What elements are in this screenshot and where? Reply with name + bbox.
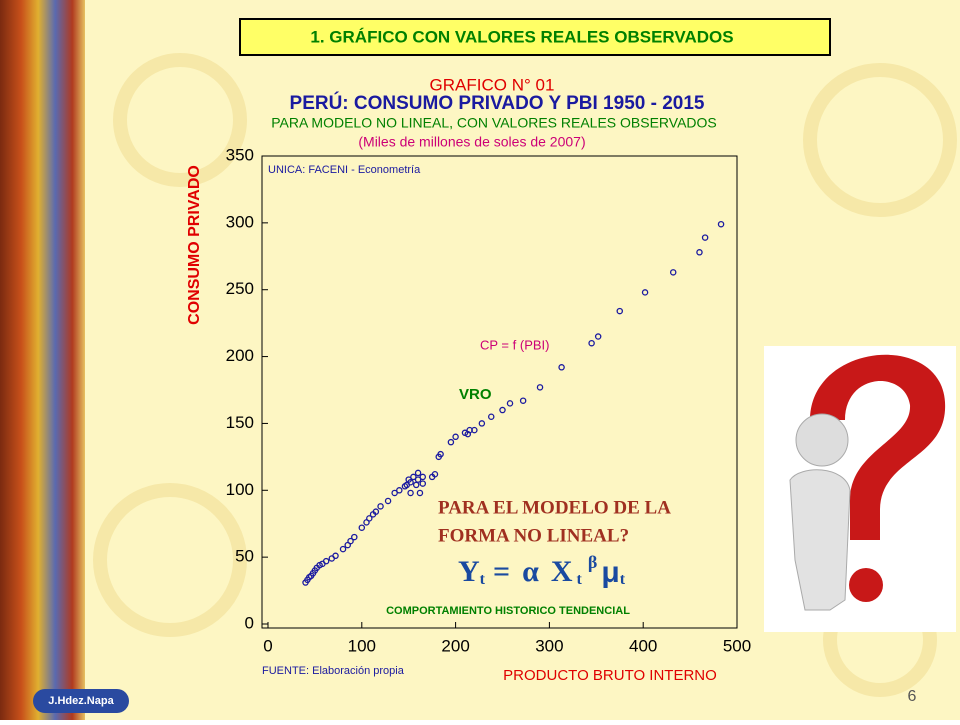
- annotation: UNICA: FACENI - Econometría: [268, 164, 421, 176]
- y-tick-label: 200: [226, 346, 254, 365]
- point: [372, 508, 380, 515]
- author: J.Hdez.Napa: [48, 695, 114, 707]
- x-tick-label: 100: [348, 636, 376, 655]
- point: [414, 476, 422, 483]
- point: [419, 480, 427, 487]
- point: [519, 397, 527, 404]
- point: [669, 269, 677, 276]
- decor-strip: [0, 0, 85, 720]
- x-axis-label: PRODUCTO BRUTO INTERNO: [503, 667, 717, 684]
- question-dot: [849, 568, 883, 602]
- point: [407, 489, 414, 497]
- point: [696, 249, 703, 256]
- author-badge: [33, 689, 129, 713]
- figure-head: [795, 413, 849, 467]
- point: [594, 333, 602, 340]
- x-tick-label: 200: [441, 636, 469, 655]
- annotation: CP = f (PBI): [480, 337, 549, 352]
- header: 1. GRÁFICO CON VALORES REALES OBSERVADOS: [310, 27, 733, 46]
- point: [414, 469, 422, 477]
- y-axis-label: CONSUMO PRIVADO: [186, 165, 203, 325]
- y-tick-label: 300: [226, 212, 254, 231]
- point: [347, 537, 354, 545]
- point: [351, 533, 358, 541]
- plot-frame: [261, 155, 738, 629]
- point: [396, 487, 403, 494]
- x-tick-label: 500: [723, 636, 751, 655]
- chart-units: (Miles de millones de soles de 2007): [358, 134, 585, 150]
- point: [487, 413, 495, 420]
- page-number: 6: [908, 688, 917, 705]
- point: [558, 364, 565, 371]
- x-tick-label: 300: [535, 636, 563, 655]
- header-box: [239, 18, 831, 56]
- point: [332, 552, 339, 560]
- point: [536, 384, 544, 391]
- question: FORMA NO LINEAL?: [438, 525, 629, 546]
- point: [431, 470, 439, 478]
- chart-subtitle: PARA MODELO NO LINEAL, CON VALORES REALE…: [271, 115, 717, 131]
- point: [412, 481, 420, 489]
- point: [506, 400, 514, 407]
- point: [384, 497, 392, 505]
- legend-entry: VRO: [459, 386, 492, 403]
- figure-body: [789, 469, 851, 611]
- y-tick-label: 50: [235, 547, 254, 566]
- question-image: [764, 346, 956, 632]
- point: [377, 503, 384, 510]
- x-tick-label: 0: [263, 636, 272, 655]
- point: [366, 515, 373, 522]
- point: [701, 234, 709, 241]
- y-tick-label: 100: [226, 480, 254, 499]
- point: [416, 489, 424, 497]
- x-tick-label: 400: [629, 636, 657, 655]
- source: FUENTE: Elaboración propia: [262, 665, 405, 677]
- point: [499, 406, 506, 414]
- point: [407, 479, 414, 486]
- chart-label: GRAFICO N° 01: [430, 75, 555, 94]
- annotation: COMPORTAMIENTO HISTORICO TENDENCIAL: [386, 605, 630, 617]
- point: [588, 339, 595, 347]
- point: [452, 433, 459, 441]
- point: [447, 438, 455, 446]
- y-tick-label: 0: [245, 613, 254, 632]
- point: [471, 426, 478, 434]
- point: [410, 473, 417, 481]
- y-tick-label: 350: [226, 145, 254, 164]
- chart-title: PERÚ: CONSUMO PRIVADO Y PBI 1950 - 2015: [290, 92, 705, 114]
- y-tick-label: 150: [226, 413, 254, 432]
- y-tick-label: 250: [226, 279, 254, 298]
- point: [717, 220, 725, 228]
- point: [616, 307, 624, 315]
- point: [437, 450, 444, 458]
- question-mark: [810, 354, 946, 540]
- point: [478, 420, 486, 427]
- point: [419, 473, 427, 481]
- point: [391, 489, 398, 497]
- question: PARA EL MODELO DE LA: [438, 497, 671, 518]
- gear-pattern: [93, 53, 957, 697]
- point: [339, 545, 347, 553]
- point: [641, 289, 649, 296]
- point: [322, 557, 330, 565]
- point: [358, 524, 366, 531]
